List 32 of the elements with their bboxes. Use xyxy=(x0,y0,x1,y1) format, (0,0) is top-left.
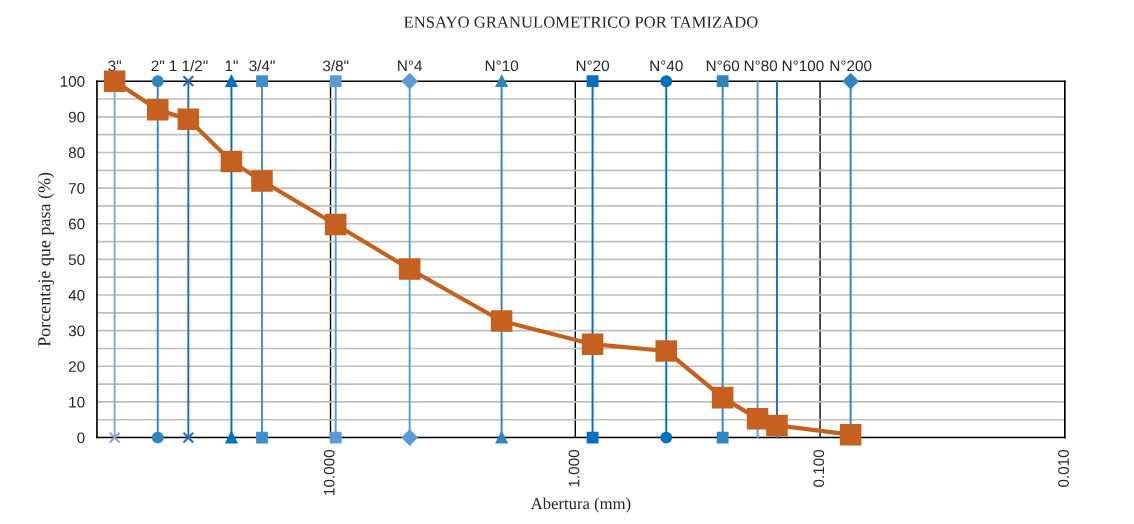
series-label: N°60 xyxy=(706,60,740,72)
series-label: 3/4" xyxy=(249,60,275,72)
y-tick-label: 100 xyxy=(60,76,85,87)
x-tick-label: 10.000 xyxy=(323,449,335,495)
y-tick-label: 70 xyxy=(68,182,85,194)
y-tick-label: 80 xyxy=(68,147,85,159)
y-tick-label: 40 xyxy=(68,289,85,301)
series-label: N°200 xyxy=(830,60,872,72)
x-axis-title: Abertura (mm) xyxy=(530,497,631,513)
series-label: 1 1/2" xyxy=(169,60,208,72)
y-tick-label: 20 xyxy=(68,361,85,372)
x-tick-label: 0.010 xyxy=(1058,449,1069,487)
y-axis-title: Porcentaje que pasa (%) xyxy=(37,172,55,347)
series-label: 2" xyxy=(151,60,165,72)
series-label: N°10 xyxy=(485,60,519,72)
series-label: N°20 xyxy=(576,60,610,72)
y-tick-label: 60 xyxy=(68,218,85,230)
y-tick-label: 50 xyxy=(68,254,85,266)
x-tick-label: 1.000 xyxy=(568,449,580,487)
series-label: N°4 xyxy=(398,60,423,72)
y-tick-label: 90 xyxy=(68,111,85,123)
series-label: 1" xyxy=(225,60,238,72)
y-tick-label: 30 xyxy=(68,325,85,337)
series-label: 3" xyxy=(108,60,121,72)
y-tick-label: 0 xyxy=(77,432,85,444)
series-label: N°80 xyxy=(744,60,778,72)
x-tick-label: 0.100 xyxy=(813,449,825,487)
series-label: N°100 xyxy=(782,60,824,72)
chart-title: ENSAYO GRANULOMETRICO POR TAMIZADO xyxy=(404,16,758,28)
series-label: N°40 xyxy=(650,60,683,72)
series-label: 3/8" xyxy=(322,60,349,72)
y-tick-label: 10 xyxy=(69,396,85,408)
